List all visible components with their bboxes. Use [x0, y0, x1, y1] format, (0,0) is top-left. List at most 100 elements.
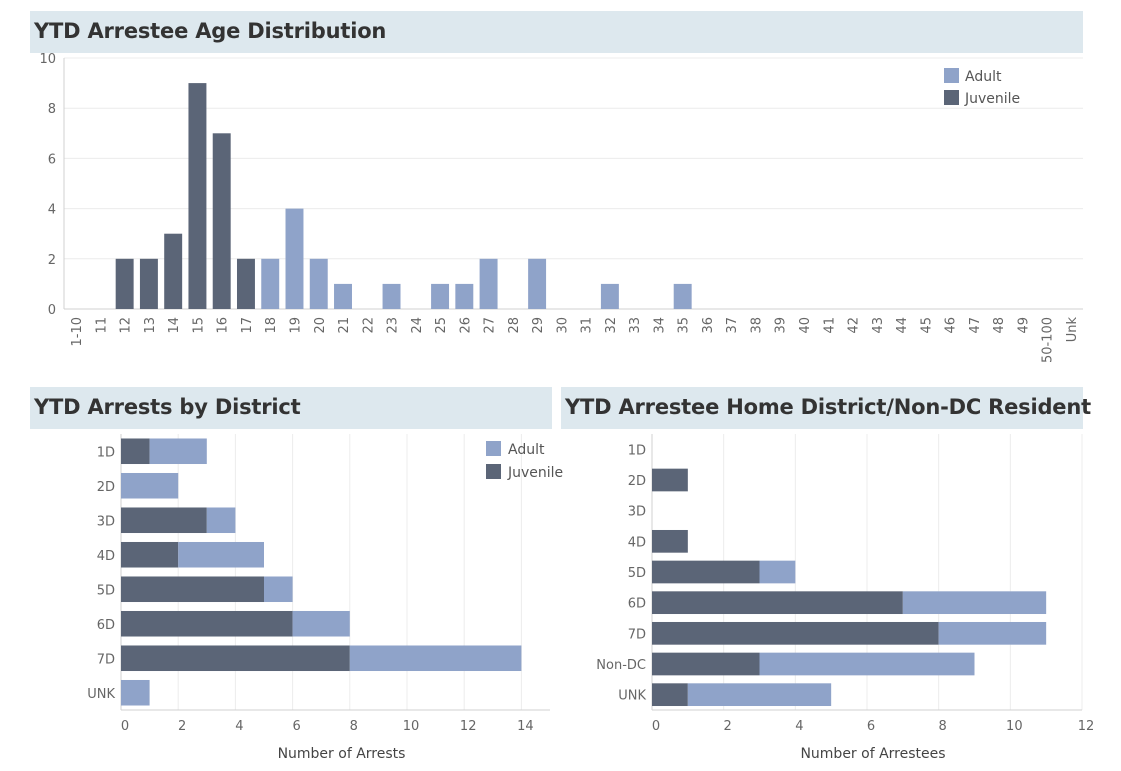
x-tick-label: 19: [288, 317, 303, 334]
bar-juvenile: [652, 591, 903, 615]
age-chart-title: YTD Arrestee Age Distribution: [34, 19, 387, 43]
x-tick-label: 47: [968, 317, 983, 334]
x-tick-label: 30: [555, 317, 570, 334]
y-tick-label: 3D: [97, 514, 115, 529]
x-tick-label: 4: [795, 719, 803, 734]
bar-juvenile: [121, 541, 179, 568]
x-tick-label: 22: [361, 317, 376, 334]
bar-juvenile: [121, 438, 150, 465]
x-axis-title: Number of Arrestees: [800, 746, 945, 762]
x-tick-label: 14: [167, 317, 182, 334]
legend-swatch-juvenile: [486, 464, 501, 479]
bar-adult: [121, 472, 179, 499]
bar-juvenile: [121, 576, 264, 603]
bar-adult: [455, 283, 474, 309]
x-tick-label: 6: [867, 719, 875, 734]
x-tick-label: 15: [191, 317, 206, 334]
x-tick-label: 4: [235, 719, 243, 734]
bar-juvenile: [652, 560, 760, 584]
y-tick-label: 4D: [628, 535, 646, 550]
legend-label-juvenile: Juvenile: [507, 465, 563, 481]
x-tick-label: 35: [677, 317, 692, 334]
legend-swatch-juvenile: [944, 90, 959, 105]
y-tick-label: 8: [48, 102, 56, 117]
x-tick-label: 24: [410, 317, 425, 334]
bar-juvenile: [121, 507, 207, 534]
x-tick-label: 8: [939, 719, 947, 734]
y-tick-label: UNK: [618, 689, 646, 704]
bar-juvenile: [652, 621, 939, 645]
x-tick-label: 45: [919, 317, 934, 334]
x-tick-label: 2: [724, 719, 732, 734]
x-tick-label: 38: [749, 317, 764, 334]
bar-juvenile: [121, 610, 293, 637]
x-tick-label: 37: [725, 317, 740, 334]
district-chart-title: YTD Arrests by District: [34, 395, 301, 419]
bar-juvenile: [115, 258, 134, 309]
bar-adult: [285, 208, 304, 309]
x-tick-label: 23: [386, 317, 401, 334]
bar-adult: [334, 283, 352, 309]
x-axis-title: Number of Arrests: [278, 746, 406, 762]
x-tick-label: 1-10: [70, 317, 85, 347]
x-tick-label: 29: [531, 317, 546, 334]
bar-juvenile: [121, 645, 350, 672]
x-tick-label: 18: [264, 317, 279, 334]
x-tick-label: 34: [652, 317, 667, 334]
legend-label-juvenile: Juvenile: [964, 91, 1020, 107]
bar-adult: [149, 438, 207, 465]
bar-adult: [759, 560, 796, 584]
bar-adult: [309, 258, 328, 309]
bar-adult: [902, 591, 1047, 615]
home-district-chart-title-band: YTD Arrestee Home District/Non-DC Reside…: [561, 387, 1091, 429]
y-tick-label: 6D: [628, 597, 646, 612]
legend-label-adult: Adult: [508, 442, 545, 458]
x-tick-label: 12: [460, 719, 477, 734]
bar-adult: [382, 283, 401, 309]
x-tick-label: 27: [483, 317, 498, 334]
y-tick-label: 7D: [97, 652, 115, 667]
bar-juvenile: [652, 468, 688, 492]
bar-adult: [479, 258, 498, 309]
x-tick-label: 0: [121, 719, 129, 734]
bar-juvenile: [139, 258, 158, 309]
x-tick-label: 44: [895, 317, 910, 334]
x-tick-label: 48: [992, 317, 1007, 334]
y-tick-label: 6D: [97, 618, 115, 633]
y-tick-label: 7D: [628, 627, 646, 642]
bar-adult: [121, 679, 150, 706]
bar-adult: [673, 283, 692, 309]
district-chart-title-band: YTD Arrests by District: [30, 387, 552, 429]
y-tick-label: 1D: [97, 445, 115, 460]
bar-adult: [759, 652, 975, 676]
y-tick-label: 1D: [628, 443, 646, 458]
x-tick-label: 17: [240, 317, 255, 334]
x-tick-label: 40: [798, 317, 813, 334]
x-tick-label: 14: [517, 719, 534, 734]
y-tick-label: 3D: [628, 505, 646, 520]
bar-juvenile: [236, 258, 255, 309]
x-tick-label: Unk: [1065, 317, 1080, 343]
x-tick-label: 33: [628, 317, 643, 334]
legend-swatch-adult: [486, 441, 501, 456]
x-tick-label: 21: [337, 317, 352, 334]
x-tick-label: 32: [604, 317, 619, 334]
bar-adult: [687, 683, 832, 707]
bar-juvenile: [652, 652, 760, 676]
bar-juvenile: [164, 233, 183, 309]
x-tick-label: 10: [1006, 719, 1023, 734]
x-tick-label: 46: [944, 317, 959, 334]
y-tick-label: 4D: [97, 549, 115, 564]
home-district-chart-title: YTD Arrestee Home District/Non-DC Reside…: [565, 395, 1091, 419]
y-tick-label: 2D: [628, 474, 646, 489]
y-tick-label: 5D: [628, 566, 646, 581]
legend-swatch-adult: [944, 68, 959, 83]
x-tick-label: 49: [1016, 317, 1031, 334]
bar-adult: [264, 576, 293, 603]
y-tick-label: 10: [39, 52, 56, 67]
x-tick-label: 6: [292, 719, 300, 734]
x-tick-label: 2: [178, 719, 186, 734]
x-tick-label: 43: [871, 317, 886, 334]
